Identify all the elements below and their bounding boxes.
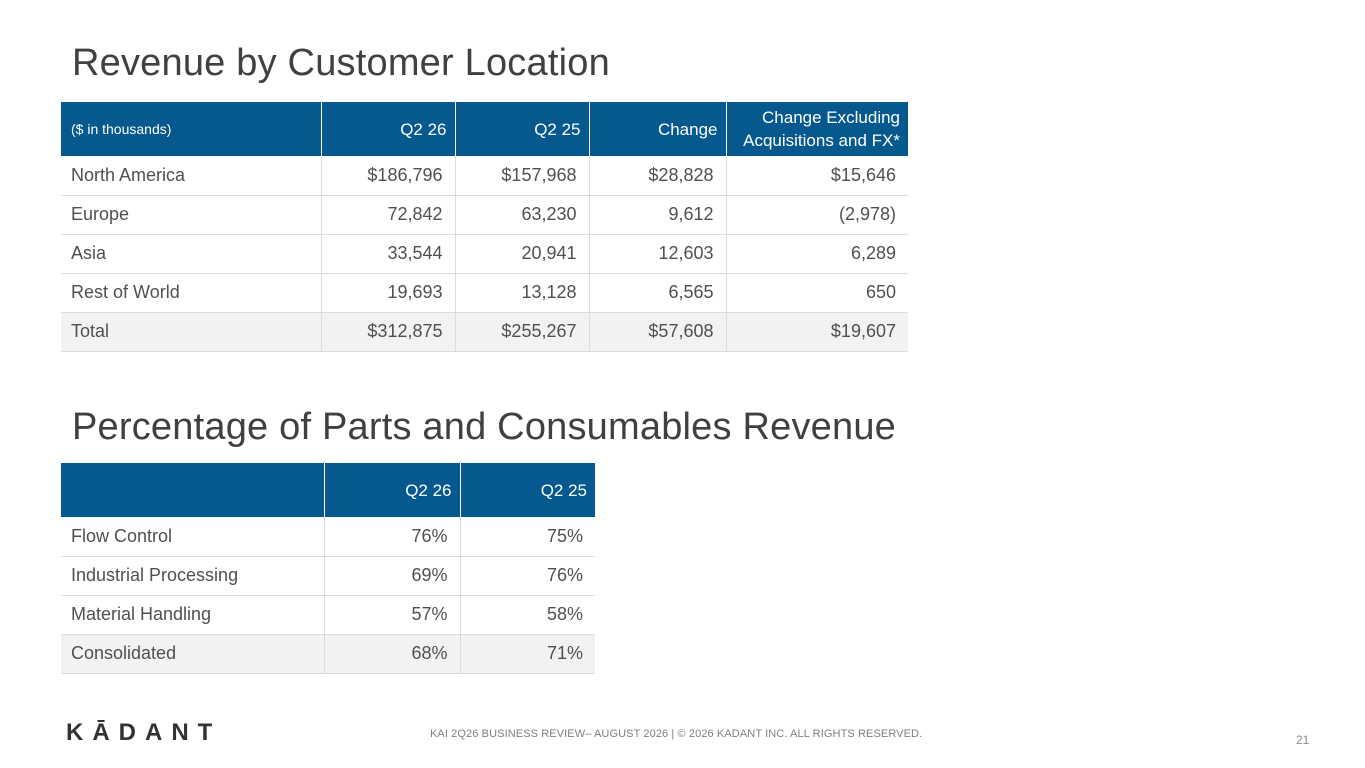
total-row: Total $312,875 $255,267 $57,608 $19,607 bbox=[61, 312, 908, 352]
cell-value: 6,289 bbox=[725, 234, 908, 274]
kadant-logo: KĀDANT bbox=[66, 719, 222, 746]
segment-label: Flow Control bbox=[61, 517, 324, 557]
segment-label: Industrial Processing bbox=[61, 556, 324, 596]
table-row: Flow Control 76% 75% bbox=[61, 517, 595, 557]
footer-text: KAI 2Q26 BUSINESS REVIEW– AUGUST 2026 | … bbox=[430, 728, 923, 740]
cell-value: 76% bbox=[323, 517, 460, 557]
page-number: 21 bbox=[1296, 733, 1310, 747]
change-header: Change bbox=[588, 102, 726, 156]
cell-value: $186,796 bbox=[320, 156, 455, 196]
cell-value: 71% bbox=[459, 634, 595, 674]
q2-26-header: Q2 26 bbox=[320, 102, 455, 156]
cell-value: 20,941 bbox=[454, 234, 589, 274]
revenue-title: Revenue by Customer Location bbox=[72, 42, 610, 84]
total-label: Total bbox=[61, 312, 321, 352]
cell-value: 650 bbox=[725, 273, 908, 313]
table-row: Asia 33,544 20,941 12,603 6,289 bbox=[61, 234, 908, 274]
region-label: Europe bbox=[61, 195, 321, 235]
units-header: ($ in thousands) bbox=[61, 102, 321, 156]
cell-value: $28,828 bbox=[588, 156, 726, 196]
cell-value: 76% bbox=[459, 556, 595, 596]
table-row: Material Handling 57% 58% bbox=[61, 595, 595, 635]
cell-value: 69% bbox=[323, 556, 460, 596]
cell-value: $19,607 bbox=[725, 312, 908, 352]
revenue-by-location-table: ($ in thousands) Q2 26 Q2 25 Change Chan… bbox=[61, 102, 908, 352]
cell-value: $157,968 bbox=[454, 156, 589, 196]
cell-value: (2,978) bbox=[725, 195, 908, 235]
cell-value: 58% bbox=[459, 595, 595, 635]
cell-value: $15,646 bbox=[725, 156, 908, 196]
cell-value: 13,128 bbox=[454, 273, 589, 313]
table-row: Europe 72,842 63,230 9,612 (2,978) bbox=[61, 195, 908, 235]
cell-value: 9,612 bbox=[588, 195, 726, 235]
cell-value: $57,608 bbox=[588, 312, 726, 352]
cell-value: $312,875 bbox=[320, 312, 455, 352]
q2-25-header: Q2 25 bbox=[454, 102, 589, 156]
cell-value: $255,267 bbox=[454, 312, 589, 352]
blank-header bbox=[61, 463, 324, 517]
q2-26-header: Q2 26 bbox=[323, 463, 460, 517]
cell-value: 63,230 bbox=[454, 195, 589, 235]
cell-value: 6,565 bbox=[588, 273, 726, 313]
table-row: Rest of World 19,693 13,128 6,565 650 bbox=[61, 273, 908, 313]
region-label: North America bbox=[61, 156, 321, 196]
cell-value: 72,842 bbox=[320, 195, 455, 235]
segment-label: Material Handling bbox=[61, 595, 324, 635]
table-header-row: Q2 26 Q2 25 bbox=[61, 463, 595, 517]
consolidated-row: Consolidated 68% 71% bbox=[61, 634, 595, 674]
parts-consumables-title: Percentage of Parts and Consumables Reve… bbox=[72, 406, 896, 448]
parts-consumables-table: Q2 26 Q2 25 Flow Control 76% 75% Industr… bbox=[61, 463, 595, 674]
consolidated-label: Consolidated bbox=[61, 634, 324, 674]
cell-value: 33,544 bbox=[320, 234, 455, 274]
table-row: North America $186,796 $157,968 $28,828 … bbox=[61, 156, 908, 196]
region-label: Rest of World bbox=[61, 273, 321, 313]
cell-value: 12,603 bbox=[588, 234, 726, 274]
cell-value: 57% bbox=[323, 595, 460, 635]
table-row: Industrial Processing 69% 76% bbox=[61, 556, 595, 596]
table-header-row: ($ in thousands) Q2 26 Q2 25 Change Chan… bbox=[61, 102, 908, 156]
cell-value: 19,693 bbox=[320, 273, 455, 313]
cell-value: 75% bbox=[459, 517, 595, 557]
cell-value: 68% bbox=[323, 634, 460, 674]
q2-25-header: Q2 25 bbox=[459, 463, 595, 517]
change-excl-header: Change Excluding Acquisitions and FX* bbox=[725, 102, 908, 156]
region-label: Asia bbox=[61, 234, 321, 274]
